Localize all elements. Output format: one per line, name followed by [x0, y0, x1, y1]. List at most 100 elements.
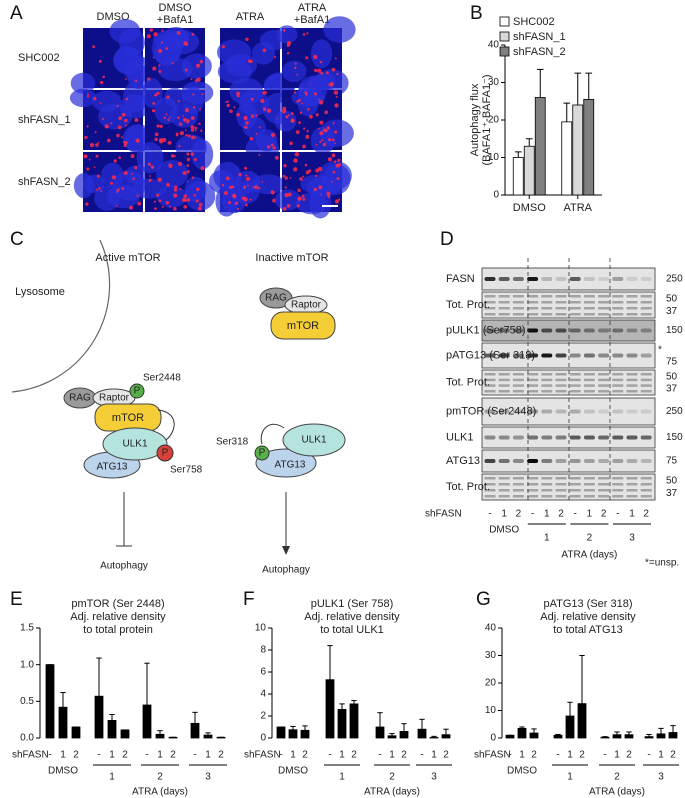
puncta	[125, 97, 129, 101]
puncta	[116, 133, 120, 138]
panel-label: A	[10, 3, 23, 24]
lane-label: 1	[629, 509, 635, 520]
puncta	[315, 174, 318, 178]
lysosome-membrane	[11, 239, 111, 393]
band	[598, 489, 610, 492]
puncta	[321, 139, 324, 142]
bar	[349, 703, 359, 739]
row-label: FASN	[446, 273, 475, 285]
band	[527, 307, 539, 310]
puncta	[156, 124, 160, 128]
puncta	[284, 176, 288, 180]
x-tick-label: -	[193, 750, 196, 761]
band	[612, 409, 624, 414]
x-tick-label: -	[97, 750, 100, 761]
puncta	[199, 108, 202, 111]
nucleus	[231, 181, 260, 204]
y-tick-label: 0	[493, 190, 499, 201]
band	[598, 328, 610, 333]
row-label: Tot. Prot.	[446, 299, 490, 311]
puncta	[320, 72, 324, 75]
puncta	[274, 155, 279, 160]
x-tick-label: DMSO	[513, 202, 546, 214]
band	[555, 307, 567, 310]
band	[484, 477, 496, 480]
puncta	[294, 66, 297, 69]
puncta	[173, 154, 176, 158]
phospho	[129, 383, 145, 399]
band	[498, 307, 510, 310]
band	[555, 435, 567, 440]
puncta	[289, 176, 292, 179]
mw-label: 75	[666, 456, 678, 467]
puncta	[193, 157, 197, 162]
puncta	[200, 129, 203, 132]
puncta	[123, 140, 128, 145]
band	[640, 378, 652, 382]
puncta	[229, 185, 233, 189]
puncta	[131, 172, 134, 175]
band	[484, 353, 496, 358]
group-label: 1	[109, 772, 115, 783]
bar	[94, 695, 104, 739]
band	[569, 489, 581, 492]
x-tick-label: 2	[626, 750, 632, 761]
band	[555, 384, 567, 387]
group-axis-label: ATRA (days)	[364, 787, 420, 798]
puncta	[100, 190, 103, 192]
puncta	[196, 63, 201, 68]
raptor-label: Raptor	[99, 393, 130, 404]
puncta	[260, 98, 265, 104]
puncta	[152, 101, 156, 105]
puncta	[302, 197, 306, 201]
puncta	[247, 184, 249, 187]
bar	[276, 726, 286, 739]
band	[569, 295, 581, 298]
puncta	[196, 187, 200, 192]
row-label: Tot. Prot.	[446, 481, 490, 493]
puncta	[257, 186, 261, 190]
nucleus	[155, 160, 189, 188]
ulk1	[282, 423, 346, 457]
puncta	[123, 171, 128, 176]
mw-label: 37	[666, 488, 678, 499]
y-tick-label: 20	[488, 115, 500, 126]
puncta	[192, 106, 196, 109]
puncta	[167, 140, 172, 145]
band	[541, 495, 553, 498]
puncta	[298, 121, 301, 124]
x-tick-label: -	[378, 750, 381, 761]
band	[583, 378, 595, 382]
puncta	[244, 203, 248, 207]
lane-label: -	[531, 509, 534, 520]
nucleus	[136, 142, 164, 174]
puncta	[191, 176, 195, 179]
band	[498, 477, 510, 480]
band	[555, 378, 567, 382]
bar	[107, 720, 117, 739]
x-tick-label: 1	[60, 750, 66, 761]
legend-label: shFASN_2	[513, 46, 566, 58]
band	[498, 483, 510, 486]
puncta	[283, 163, 287, 168]
band	[555, 489, 567, 492]
puncta	[123, 118, 128, 123]
puncta	[305, 93, 308, 96]
puncta	[110, 122, 113, 125]
blot	[481, 473, 656, 501]
puncta	[290, 112, 294, 116]
puncta	[324, 110, 329, 115]
puncta	[318, 98, 321, 101]
puncta	[177, 99, 181, 103]
band	[626, 307, 638, 310]
bar	[45, 664, 55, 739]
band	[527, 301, 539, 304]
x-tick-label: 1	[431, 750, 437, 761]
lane-label: -	[574, 509, 577, 520]
puncta	[178, 122, 183, 126]
band	[569, 409, 581, 414]
puncta	[134, 166, 138, 170]
band	[541, 295, 553, 298]
band	[512, 353, 524, 358]
puncta	[243, 115, 248, 121]
